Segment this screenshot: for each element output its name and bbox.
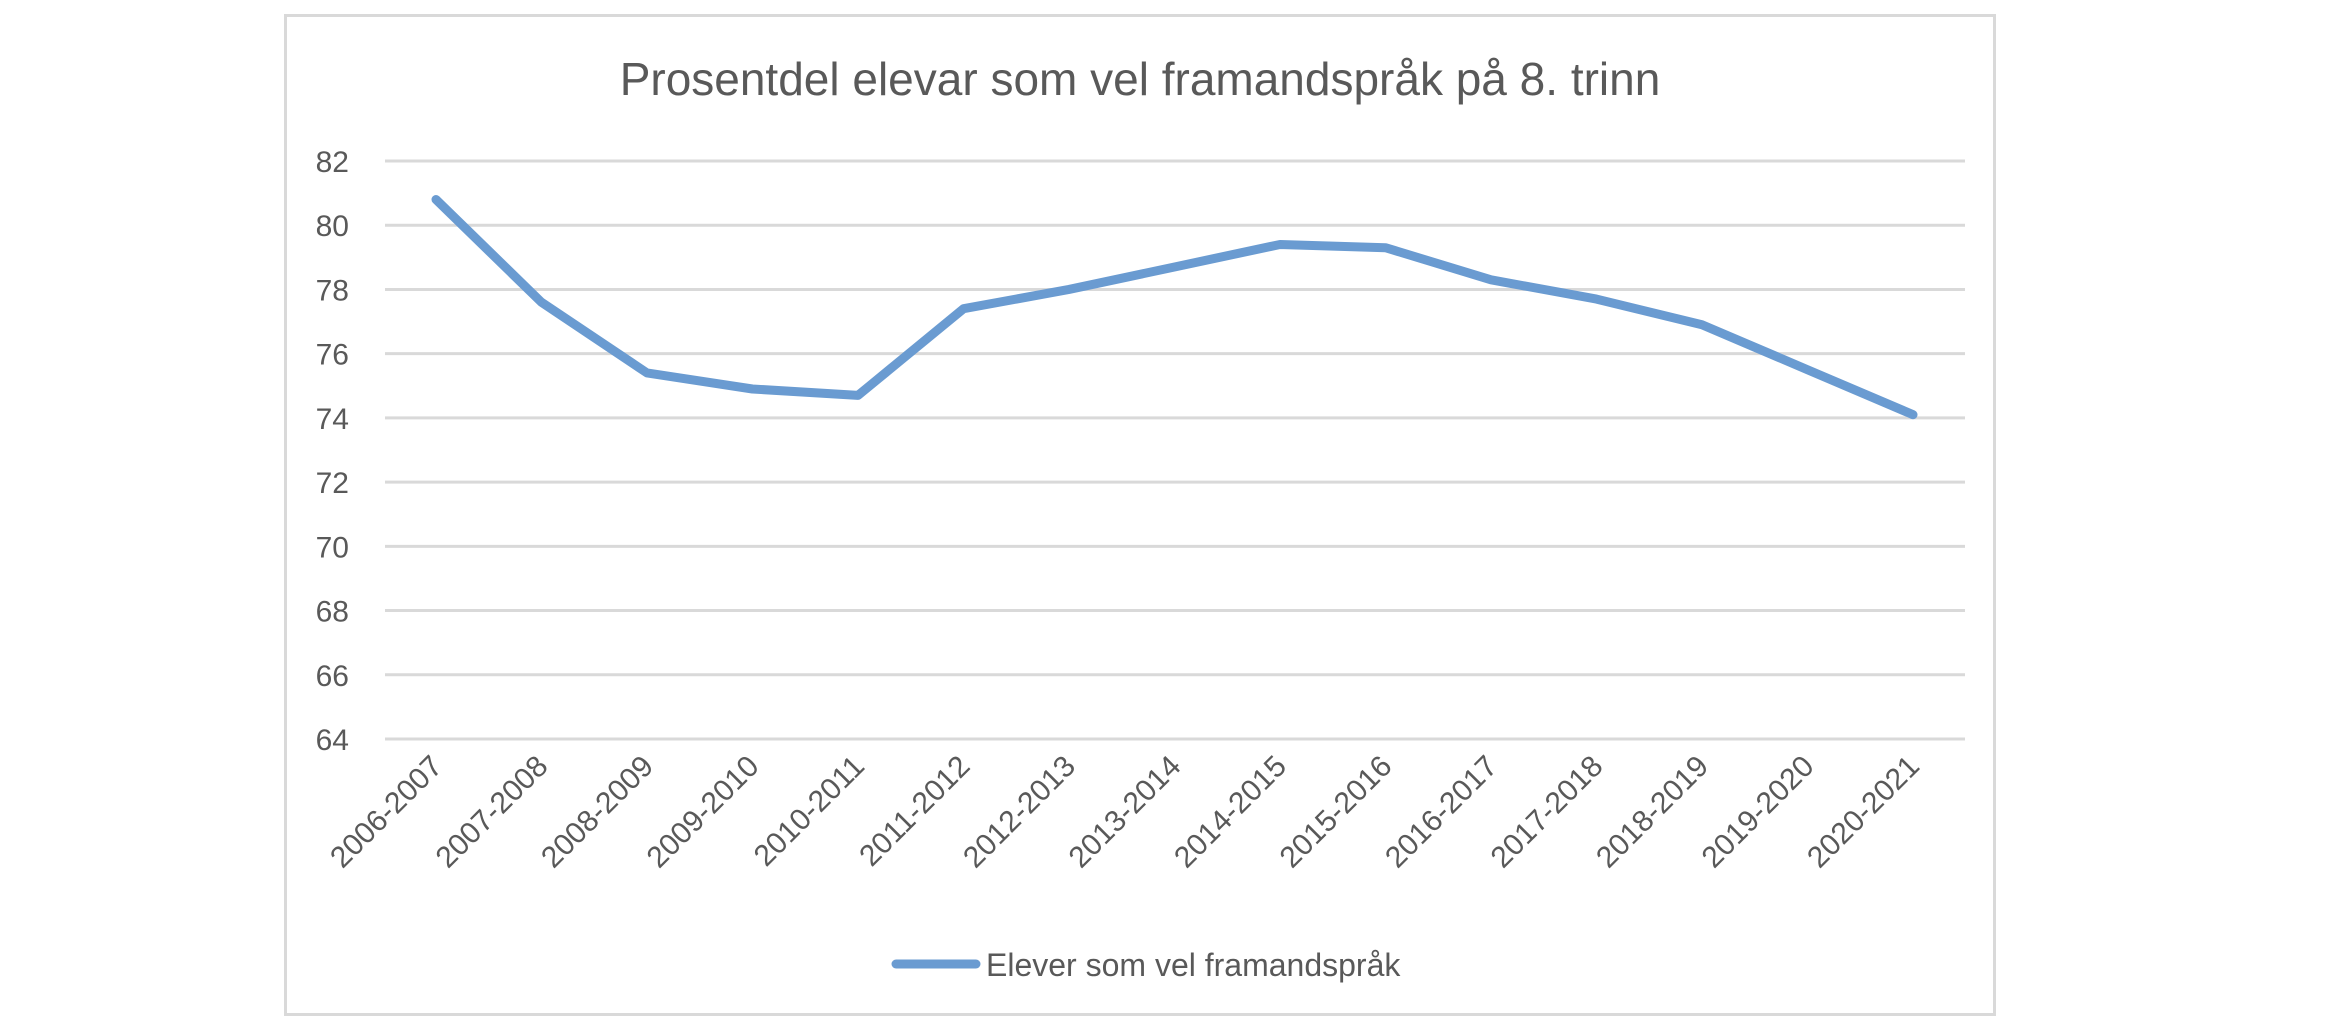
chart-title: Prosentdel elevar som vel framandspråk p… (620, 53, 1661, 105)
x-tick-label: 2018-2019 (1590, 750, 1715, 875)
x-tick-label: 2008-2009 (535, 750, 660, 875)
gridlines (385, 159, 1965, 741)
y-tick-label: 82 (316, 146, 349, 179)
x-tick-label: 2009-2010 (641, 750, 766, 875)
legend: Elever som vel framandspråk (891, 947, 1401, 983)
y-tick-label: 64 (316, 724, 349, 757)
y-tick-label: 78 (316, 274, 349, 307)
x-tick-label: 2016-2017 (1379, 750, 1504, 875)
x-tick-label: 2012-2013 (957, 750, 1082, 875)
x-tick-label: 2006-2007 (324, 750, 449, 875)
y-tick-label: 74 (316, 403, 349, 436)
x-tick-label: 2013-2014 (1063, 750, 1188, 875)
y-tick-label: 66 (316, 660, 349, 693)
x-axis-ticks: 2006-20072007-20082008-20092009-20102010… (324, 750, 1926, 875)
x-tick-label: 2007-2008 (430, 750, 555, 875)
y-tick-label: 72 (316, 467, 349, 500)
x-tick-label: 2015-2016 (1274, 750, 1399, 875)
x-tick-label: 2017-2018 (1485, 750, 1610, 875)
y-tick-label: 68 (316, 596, 349, 629)
y-tick-label: 70 (316, 531, 349, 564)
x-tick-label: 2011-2012 (853, 750, 976, 873)
x-tick-label: 2010-2011 (748, 750, 871, 873)
series-line-0 (431, 195, 1918, 420)
legend-label: Elever som vel framandspråk (986, 947, 1401, 983)
y-axis-ticks: 82 80 78 76 74 72 70 68 66 64 (316, 146, 349, 757)
series-lines (431, 195, 1918, 420)
x-tick-label: 2014-2015 (1168, 750, 1293, 875)
y-tick-label: 76 (316, 339, 349, 372)
chart-frame (284, 14, 1996, 1016)
x-tick-label: 2019-2020 (1696, 750, 1821, 875)
y-tick-label: 80 (316, 210, 349, 243)
x-tick-label: 2020-2021 (1801, 750, 1926, 875)
